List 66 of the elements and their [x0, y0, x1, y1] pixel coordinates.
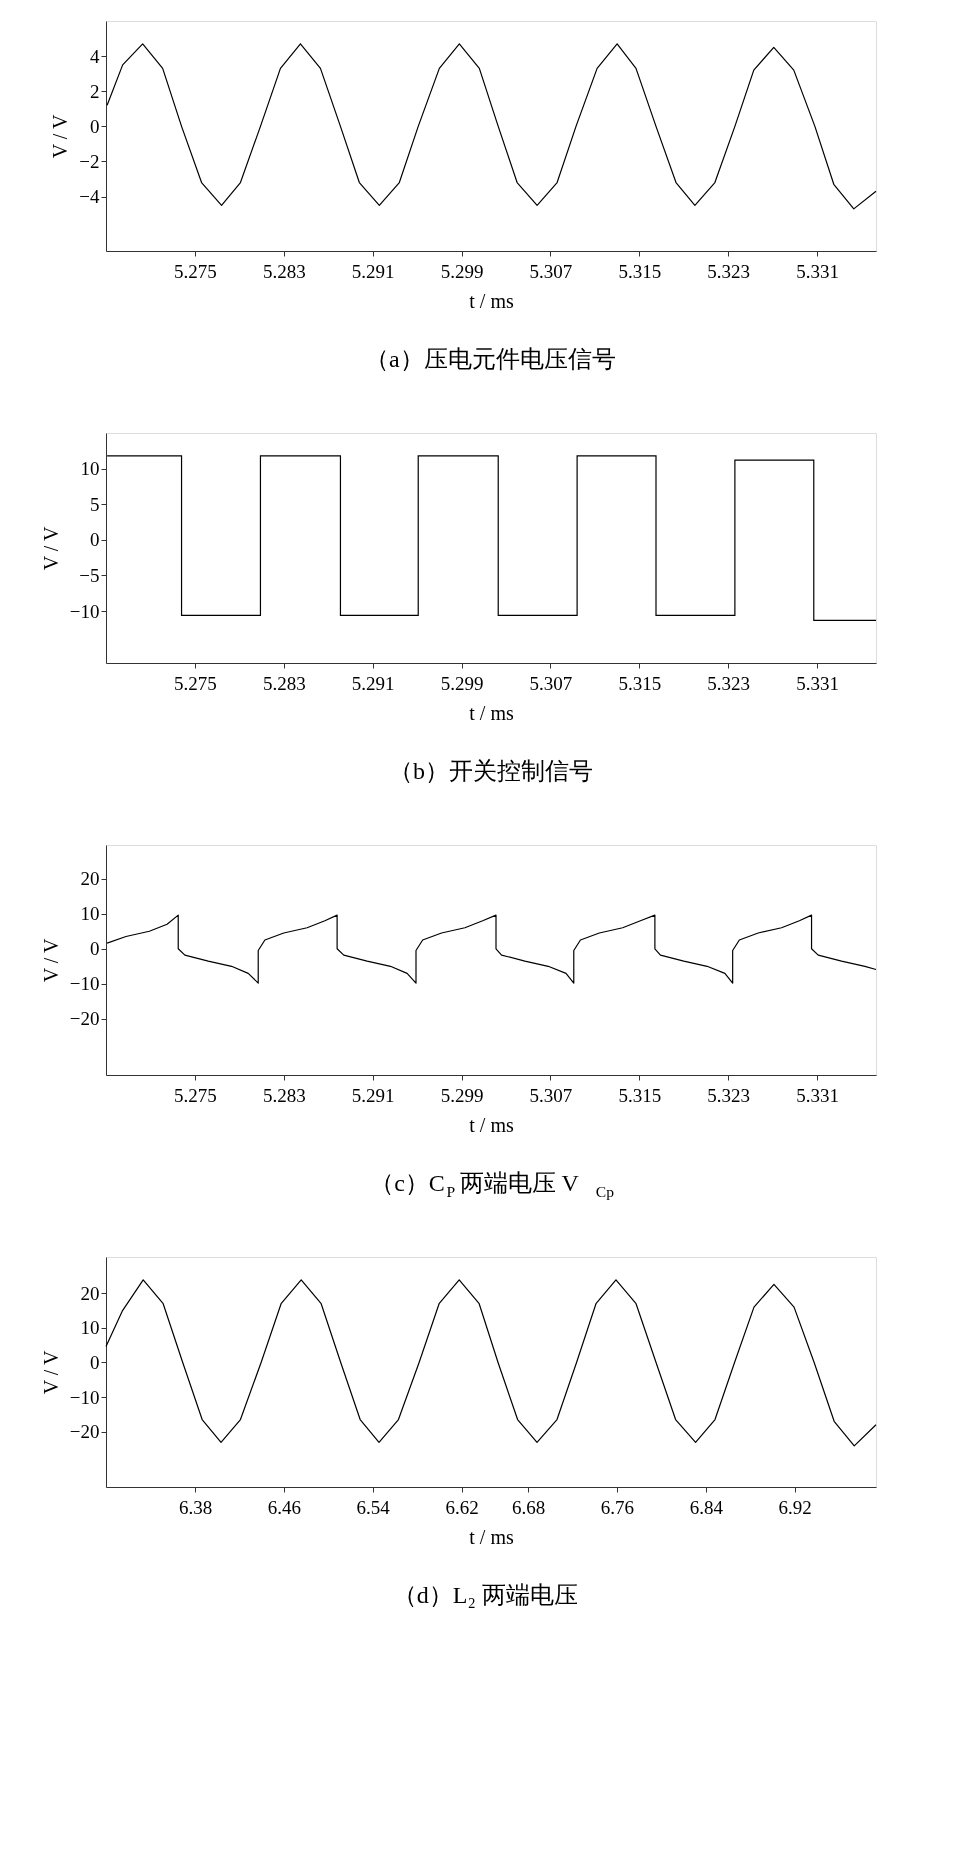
y-tick-label: −20 — [69, 1008, 100, 1030]
x-tick-label: 5.283 — [262, 260, 306, 282]
x-tick-label: 5.331 — [796, 260, 839, 282]
y-tick-label: 5 — [90, 493, 100, 515]
x-axis-title: t / ms — [469, 289, 514, 312]
x-tick-label: 6.46 — [267, 1496, 301, 1518]
y-tick-label: 10 — [80, 1317, 100, 1339]
x-tick-label: 5.307 — [529, 260, 573, 282]
x-tick-label: 6.54 — [356, 1496, 391, 1518]
line-series — [105, 1279, 877, 1447]
y-tick-label: −10 — [69, 973, 100, 995]
x-tick-label: 6.84 — [689, 1496, 724, 1518]
y-tick-label: −5 — [79, 564, 100, 586]
x-tick-label: 5.323 — [707, 260, 751, 282]
x-tick-label: 5.291 — [351, 672, 395, 694]
x-axis-title: t / ms — [469, 701, 514, 724]
y-tick-label: 2 — [90, 80, 100, 102]
y-tick-label: 0 — [90, 938, 100, 960]
x-tick-label: 5.307 — [529, 672, 573, 694]
x-tick-label: 5.331 — [796, 672, 839, 694]
x-tick-label: 5.283 — [262, 1084, 306, 1106]
x-tick-label: 5.315 — [618, 672, 662, 694]
y-tick-label: 20 — [80, 868, 100, 890]
x-tick-label: 6.68 — [512, 1496, 546, 1518]
y-tick-label: −4 — [79, 186, 100, 208]
x-tick-label: 6.76 — [600, 1496, 635, 1518]
text: （d）L₂ 两端电压 — [392, 1582, 578, 1608]
x-axis-title: t / ms — [469, 1525, 514, 1548]
text: （a）压电元件电压信号 — [365, 346, 616, 372]
x-tick-label: 5.315 — [618, 1084, 662, 1106]
y-tick-label: −10 — [69, 600, 100, 622]
y-axis-title: V / V — [39, 526, 62, 571]
x-tick-label: 5.307 — [529, 1084, 573, 1106]
y-tick-label: −10 — [69, 1386, 100, 1408]
x-tick-label: 5.315 — [618, 260, 662, 282]
x-tick-label: 5.283 — [262, 672, 306, 694]
y-tick-label: 0 — [90, 529, 100, 551]
y-tick-label: −20 — [69, 1421, 100, 1443]
x-tick-label: 5.331 — [796, 1084, 839, 1106]
x-tick-label: 6.38 — [178, 1496, 213, 1518]
y-axis-title: V / V — [39, 938, 62, 983]
x-tick-label: 5.299 — [440, 1084, 484, 1106]
x-tick-label: 5.291 — [351, 1084, 395, 1106]
x-tick-label: 5.299 — [440, 260, 484, 282]
line-series — [106, 914, 877, 984]
y-tick-label: −2 — [79, 150, 100, 172]
y-axis-title: V / V — [39, 1350, 62, 1395]
x-tick-label: 5.275 — [174, 1084, 217, 1106]
x-tick-label: 6.62 — [445, 1496, 479, 1518]
text: （b）开关控制信号 — [389, 758, 593, 784]
line-series — [106, 43, 877, 210]
y-tick-label: 10 — [80, 458, 100, 480]
x-tick-label: 5.291 — [351, 260, 395, 282]
x-tick-label: 5.275 — [174, 260, 217, 282]
y-tick-label: 0 — [90, 1351, 100, 1373]
x-tick-label: 6.92 — [778, 1496, 812, 1518]
x-axis-title: t / ms — [469, 1113, 514, 1136]
x-tick-label: 5.323 — [707, 672, 751, 694]
x-tick-label: 5.275 — [174, 672, 217, 694]
y-tick-label: 20 — [80, 1282, 100, 1304]
x-tick-label: 5.323 — [707, 1084, 751, 1106]
y-axis-title: V / V — [49, 114, 72, 159]
y-tick-label: 4 — [90, 45, 100, 67]
y-tick-label: 10 — [80, 903, 100, 925]
y-tick-label: 0 — [90, 115, 100, 137]
x-tick-label: 5.299 — [440, 672, 484, 694]
